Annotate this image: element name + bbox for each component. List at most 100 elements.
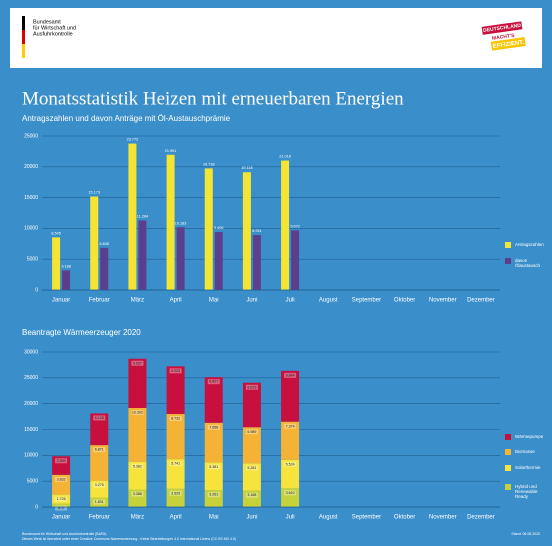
logo: MACHT'S bbox=[492, 33, 516, 42]
label-box bbox=[131, 491, 144, 497]
bar-segment bbox=[281, 459, 300, 489]
title: Monatsstatistik Heizen mit erneuerbaren … bbox=[22, 88, 404, 109]
legend-label: Hybrid und Renewable Ready bbox=[515, 484, 538, 499]
value-label: 19.738 bbox=[203, 162, 215, 166]
bar-segment bbox=[90, 413, 109, 446]
label-box bbox=[93, 415, 106, 421]
y-tick-label: 15000 bbox=[24, 195, 38, 201]
x-tick-label: Oktober bbox=[394, 298, 415, 304]
bar-segment bbox=[52, 474, 71, 495]
bar bbox=[291, 230, 300, 290]
x-tick-label: September bbox=[352, 298, 381, 304]
bar-segment bbox=[242, 463, 261, 491]
flag-gold bbox=[22, 44, 25, 58]
legend-label: davon Ölaustausch bbox=[515, 258, 541, 268]
value-label: 19.118 bbox=[241, 166, 252, 170]
x-tick-label: Mai bbox=[209, 515, 219, 521]
label-box bbox=[245, 492, 258, 498]
bar bbox=[242, 172, 251, 290]
value-label: 8.545 bbox=[51, 231, 61, 235]
label-box bbox=[284, 461, 297, 467]
value-label: 5.381 bbox=[209, 465, 218, 469]
label-box bbox=[207, 379, 220, 385]
legend-swatch bbox=[505, 242, 511, 248]
label-box bbox=[284, 423, 297, 429]
x-tick-label: Juli bbox=[286, 298, 295, 304]
bar bbox=[62, 270, 71, 290]
label-box bbox=[245, 384, 258, 390]
label-box bbox=[169, 415, 182, 421]
label-box bbox=[93, 499, 106, 505]
bar-segment bbox=[166, 413, 185, 460]
x-tick-label: November bbox=[429, 515, 457, 521]
x-tick-label: Februar bbox=[89, 298, 110, 304]
x-tick-label: März bbox=[131, 298, 144, 304]
bar-segment bbox=[242, 382, 261, 428]
value-label: 3.261 bbox=[209, 493, 218, 497]
legend-swatch bbox=[505, 465, 511, 471]
value-label: 10.183 bbox=[175, 221, 187, 225]
x-tick-label: Januar bbox=[52, 515, 70, 521]
org: Ausfuhrkontrolle bbox=[33, 31, 73, 37]
bar bbox=[252, 235, 261, 290]
bar bbox=[90, 196, 99, 290]
bar-segment bbox=[52, 456, 71, 475]
bar bbox=[166, 154, 175, 290]
flag-black bbox=[22, 16, 25, 30]
bar-segment bbox=[52, 503, 71, 507]
logo: EFFIZIENT. bbox=[492, 40, 524, 50]
x-tick-label: August bbox=[319, 298, 338, 304]
bar-segment bbox=[128, 489, 147, 507]
y-tick-label: 5000 bbox=[27, 257, 38, 263]
footer-date: Stand: 06.08.2020 bbox=[511, 532, 540, 536]
logo-band bbox=[481, 21, 523, 35]
value-label: 23.772 bbox=[127, 138, 139, 142]
x-tick-label: Januar bbox=[52, 298, 70, 304]
value-label: 7.374 bbox=[286, 424, 295, 428]
value-label: 8.615 bbox=[247, 385, 256, 389]
value-label: 15.173 bbox=[88, 191, 100, 195]
legend-label: Antragszahlen bbox=[515, 242, 544, 247]
legend-swatch bbox=[505, 484, 511, 490]
label-box bbox=[169, 368, 182, 374]
y-tick-label: 10000 bbox=[24, 226, 38, 232]
bar-segment bbox=[204, 422, 223, 463]
value-label: 5.382 bbox=[133, 464, 142, 468]
y-tick-label: 5000 bbox=[27, 478, 38, 484]
x-tick-label: Dezember bbox=[467, 298, 495, 304]
org: für Wirtschaft und bbox=[33, 25, 76, 31]
y-tick-label: 20000 bbox=[24, 164, 38, 170]
value-label: 8.827 bbox=[209, 380, 218, 384]
bar bbox=[52, 237, 61, 290]
value-label: 672 bbox=[58, 506, 64, 510]
bar-segment bbox=[90, 480, 109, 498]
bar bbox=[128, 143, 137, 290]
value-label: 21.018 bbox=[279, 155, 291, 159]
value-label: 1.726 bbox=[57, 497, 66, 501]
bar-segment bbox=[128, 358, 147, 409]
value-label: 9.672 bbox=[290, 224, 300, 228]
chart-title: Beantragte Wärmeerzeuger 2020 bbox=[22, 328, 141, 337]
label-box bbox=[245, 465, 258, 471]
org: Bundesamt bbox=[33, 19, 61, 25]
bar-segment bbox=[166, 488, 185, 507]
bar bbox=[214, 232, 223, 290]
label-box bbox=[93, 482, 106, 488]
bar-segment bbox=[281, 370, 300, 422]
x-tick-label: Juli bbox=[286, 515, 295, 521]
value-label: 9.537 bbox=[133, 361, 142, 365]
x-tick-label: September bbox=[352, 515, 381, 521]
bar-segment bbox=[204, 377, 223, 423]
y-tick-label: 25000 bbox=[24, 133, 38, 139]
value-label: 11.284 bbox=[137, 214, 148, 218]
label-box bbox=[245, 429, 258, 435]
value-label: 10.392 bbox=[132, 411, 143, 415]
value-label: 5.741 bbox=[171, 462, 180, 466]
bar bbox=[176, 227, 185, 290]
y-tick-label: 25000 bbox=[24, 375, 38, 381]
header bbox=[10, 8, 542, 68]
value-label: 3.188 bbox=[61, 264, 71, 268]
legend-swatch bbox=[505, 434, 511, 440]
